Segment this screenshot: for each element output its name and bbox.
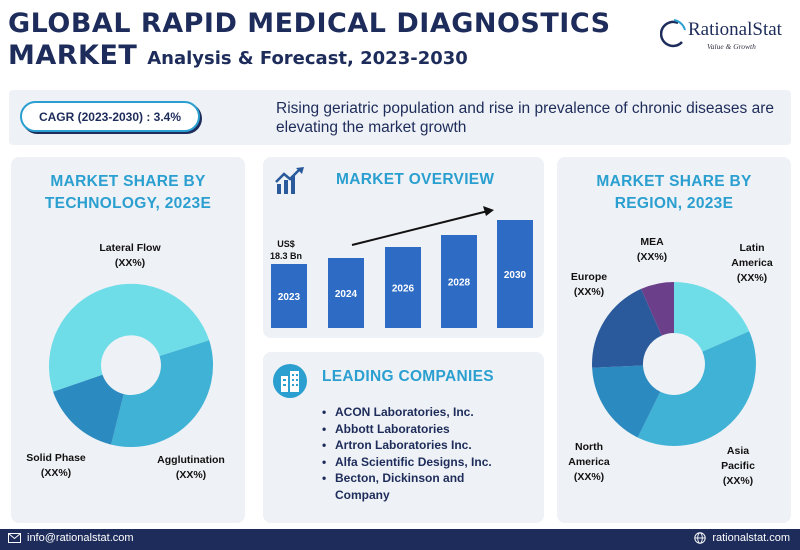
list-item: Artron Laboratories Inc. bbox=[322, 437, 492, 454]
label-lateral-flow: Lateral Flow (XX%) bbox=[99, 242, 161, 269]
label-north-america: North America (XX%) bbox=[568, 441, 610, 483]
technology-donut-chart bbox=[48, 283, 214, 448]
overview-bar-label-2023: 2023 bbox=[278, 292, 301, 303]
label-agglutination: Agglutination (XX%) bbox=[157, 454, 225, 481]
title-analysis-forecast: Analysis & Forecast, 2023-2030 bbox=[147, 48, 468, 69]
donut-slice-latin-america bbox=[674, 282, 750, 352]
list-item: ACON Laboratories, Inc. bbox=[322, 404, 492, 421]
list-item: Abbott Laboratories bbox=[322, 421, 492, 438]
footer-email[interactable]: info@rationalstat.com bbox=[8, 532, 134, 544]
overview-bar-label-2024: 2024 bbox=[335, 289, 358, 300]
companies-list: ACON Laboratories, Inc. Abbott Laborator… bbox=[322, 404, 492, 503]
footer-bar: info@rationalstat.com rationalstat.com bbox=[0, 529, 800, 550]
logo-name: RationalStat bbox=[688, 19, 782, 40]
overview-bar-2023 bbox=[271, 264, 307, 328]
overview-bar-2026 bbox=[385, 247, 421, 328]
title-market-word: MARKET bbox=[8, 40, 138, 71]
list-item: Becton, Dickinson and bbox=[322, 470, 492, 487]
growth-driver-text: Rising geriatric population and rise in … bbox=[276, 100, 774, 136]
donut-slice-solid-phase bbox=[53, 374, 124, 445]
label-latin-america: Latin America (XX%) bbox=[731, 242, 773, 284]
page-title: GLOBAL RAPID MEDICAL DIAGNOSTICS bbox=[8, 8, 611, 39]
market-value-label: US$ 18.3 Bn bbox=[270, 239, 303, 261]
trend-arrow-head bbox=[483, 206, 494, 216]
market-overview-title: MARKET OVERVIEW bbox=[336, 171, 495, 188]
overview-bar-2030 bbox=[497, 220, 533, 328]
donut-slice-asia-pacific bbox=[637, 331, 756, 446]
growth-chart-icon bbox=[275, 167, 304, 194]
label-europe: Europe (XX%) bbox=[570, 271, 608, 298]
leading-companies-title: LEADING COMPANIES bbox=[322, 368, 494, 385]
overview-bar-label-2028: 2028 bbox=[448, 278, 471, 289]
donut-slice-agglutination bbox=[111, 340, 214, 448]
donut-slice-europe bbox=[592, 288, 662, 368]
website-text: rationalstat.com bbox=[712, 532, 790, 544]
buildings-icon bbox=[273, 364, 307, 398]
donut-slice-lateral-flow bbox=[48, 283, 210, 392]
label-mea: MEA (XX%) bbox=[636, 236, 668, 263]
summary-banner: CAGR (2023-2030) : 3.4% Rising geriatric… bbox=[9, 90, 791, 145]
footer-website[interactable]: rationalstat.com bbox=[694, 532, 790, 544]
overview-bar-label-2030: 2030 bbox=[504, 270, 527, 281]
globe-icon bbox=[694, 532, 707, 544]
logo-mark-icon bbox=[660, 19, 686, 48]
donut-slice-mea bbox=[641, 282, 674, 336]
cagr-badge: CAGR (2023-2030) : 3.4% bbox=[20, 101, 200, 132]
region-panel-title: MARKET SHARE BY REGION, 2023E bbox=[596, 173, 752, 212]
growth-trend-line bbox=[351, 210, 489, 246]
list-item: Alfa Scientific Designs, Inc. bbox=[322, 454, 492, 471]
overview-bar-2024 bbox=[328, 258, 364, 328]
envelope-icon bbox=[8, 533, 21, 543]
label-asia-pacific: Asia Pacific (XX%) bbox=[721, 445, 755, 487]
label-solid-phase: Solid Phase (XX%) bbox=[26, 452, 86, 479]
logo-tagline: Value & Growth bbox=[707, 42, 756, 51]
email-text: info@rationalstat.com bbox=[27, 532, 134, 544]
page-subtitle: MARKET Analysis & Forecast, 2023-2030 bbox=[8, 40, 468, 71]
list-item: Company bbox=[335, 487, 390, 502]
rationalstat-logo[interactable]: RationalStat Value & Growth bbox=[660, 16, 795, 56]
region-donut-chart bbox=[592, 282, 756, 446]
donut-slice-north-america bbox=[592, 365, 661, 438]
overview-bar-label-2026: 2026 bbox=[392, 284, 415, 295]
technology-panel-title: MARKET SHARE BY TECHNOLOGY, 2023E bbox=[44, 173, 212, 212]
overview-bar-2028 bbox=[441, 235, 477, 328]
